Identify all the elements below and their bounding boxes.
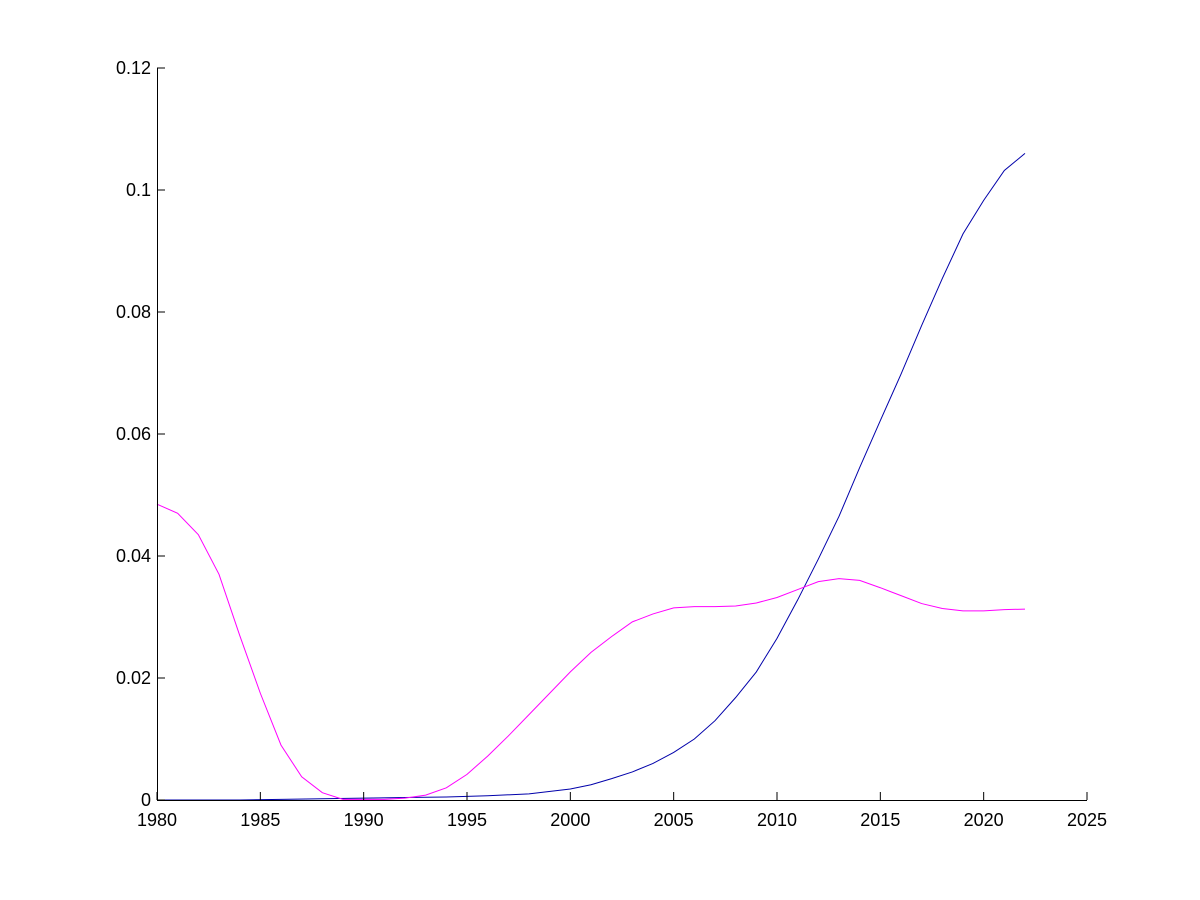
y-tick-label: 0.06 [116, 424, 151, 444]
y-tick-label: 0.04 [116, 546, 151, 566]
series-line-1 [157, 153, 1026, 801]
y-tick-label: 0.1 [126, 180, 151, 200]
x-ticks: 1980 1985 1990 1995 2000 2005 2010 2015 2020 2025 [137, 792, 1107, 830]
x-tick-label: 2000 [550, 810, 590, 830]
y-tick-label: 0 [141, 790, 151, 810]
x-tick-label: 1990 [344, 810, 384, 830]
y-tick-label: 0.12 [116, 58, 151, 78]
y-tick-label: 0.02 [116, 668, 151, 688]
axes [157, 68, 1087, 801]
x-tick-label: 2010 [757, 810, 797, 830]
x-tick-label: 1995 [447, 810, 487, 830]
y-ticks: 0 0.02 0.04 0.06 0.08 0.1 0.12 [116, 58, 165, 810]
x-tick-label: 2020 [964, 810, 1004, 830]
x-tick-label: 2025 [1067, 810, 1107, 830]
y-tick-label: 0.08 [116, 302, 151, 322]
series-line-2 [156, 503, 1026, 800]
x-tick-label: 1980 [137, 810, 177, 830]
x-tick-label: 2015 [860, 810, 900, 830]
x-tick-label: 1985 [240, 810, 280, 830]
plot-lines [156, 153, 1026, 801]
x-tick-label: 2005 [654, 810, 694, 830]
